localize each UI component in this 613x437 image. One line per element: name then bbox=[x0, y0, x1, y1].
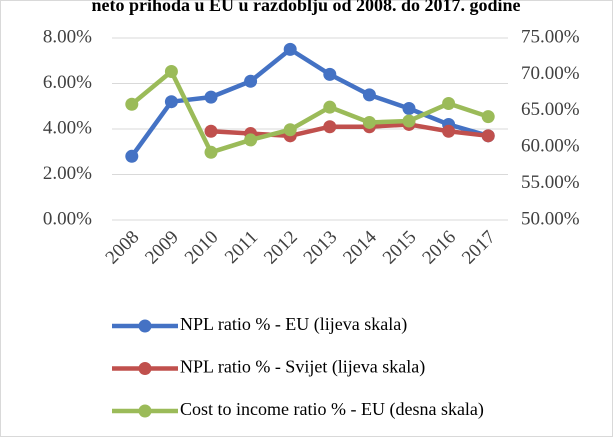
series-marker bbox=[481, 129, 495, 143]
series-marker bbox=[442, 124, 456, 138]
y2-tick-label: 70.00% bbox=[521, 63, 580, 84]
series-marker bbox=[283, 123, 297, 137]
legend-label: NPL ratio % - EU (lijeva skala) bbox=[180, 314, 407, 335]
y2-tick-label: 65.00% bbox=[521, 99, 580, 120]
series-marker bbox=[323, 67, 337, 81]
series-marker bbox=[125, 149, 139, 163]
y2-tick-label: 75.00% bbox=[521, 26, 580, 47]
series-marker bbox=[244, 74, 258, 88]
y2-tick-label: 60.00% bbox=[521, 136, 580, 157]
series-marker bbox=[362, 88, 376, 102]
series-marker bbox=[323, 120, 337, 134]
legend-marker bbox=[138, 362, 152, 375]
y-tick-label: 2.00% bbox=[43, 163, 92, 184]
y-tick-label: 4.00% bbox=[43, 117, 92, 138]
series-marker bbox=[402, 114, 416, 128]
series-line bbox=[210, 122, 489, 139]
series-marker bbox=[362, 115, 376, 129]
y2-tick-label: 55.00% bbox=[521, 172, 580, 193]
series-marker bbox=[204, 90, 218, 104]
y-tick-label: 8.00% bbox=[43, 26, 92, 47]
series-marker bbox=[283, 42, 297, 56]
y2-tick-label: 50.00% bbox=[521, 208, 580, 229]
y-tick-label: 6.00% bbox=[43, 72, 92, 93]
chart-title: neto prihoda u EU u razdoblju od 2008. d… bbox=[91, 0, 520, 15]
series-marker bbox=[442, 97, 456, 111]
series-marker bbox=[244, 133, 258, 147]
legend-label: Cost to income ratio % - EU (desna skala… bbox=[180, 399, 484, 420]
series-marker bbox=[204, 145, 218, 159]
series-line bbox=[130, 69, 489, 155]
legend-label: NPL ratio % - Svijet (lijeva skala) bbox=[180, 357, 425, 378]
series-marker bbox=[125, 97, 139, 111]
series-marker bbox=[164, 64, 178, 78]
series-marker bbox=[402, 102, 416, 116]
legend-marker bbox=[138, 319, 152, 333]
y-tick-label: 0.00% bbox=[43, 208, 92, 229]
series-marker bbox=[164, 95, 178, 109]
series-marker bbox=[204, 124, 218, 138]
series-marker bbox=[323, 100, 337, 114]
series-line bbox=[129, 47, 489, 158]
series-marker bbox=[481, 110, 495, 124]
legend-marker bbox=[138, 404, 152, 418]
